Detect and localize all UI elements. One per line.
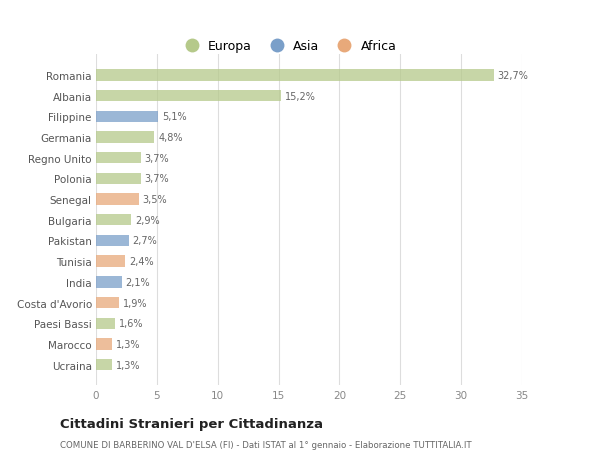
Text: COMUNE DI BARBERINO VAL D'ELSA (FI) - Dati ISTAT al 1° gennaio - Elaborazione TU: COMUNE DI BARBERINO VAL D'ELSA (FI) - Da… <box>60 441 472 449</box>
Bar <box>96 174 141 185</box>
Text: 2,7%: 2,7% <box>133 236 157 246</box>
Bar <box>96 112 158 123</box>
Text: 2,1%: 2,1% <box>125 277 150 287</box>
Text: 1,3%: 1,3% <box>115 339 140 349</box>
Text: 4,8%: 4,8% <box>158 133 182 143</box>
Text: 1,9%: 1,9% <box>123 298 147 308</box>
Bar <box>96 235 129 246</box>
Bar <box>96 91 281 102</box>
Bar <box>96 132 154 143</box>
Bar <box>96 256 125 267</box>
Bar <box>96 297 119 308</box>
Text: 32,7%: 32,7% <box>497 71 529 81</box>
Text: 2,9%: 2,9% <box>135 215 160 225</box>
Bar <box>96 215 131 226</box>
Text: 3,5%: 3,5% <box>142 195 167 205</box>
Bar <box>96 70 494 81</box>
Text: 3,7%: 3,7% <box>145 174 169 184</box>
Bar <box>96 359 112 370</box>
Text: 2,4%: 2,4% <box>129 257 154 267</box>
Legend: Europa, Asia, Africa: Europa, Asia, Africa <box>174 35 401 58</box>
Text: 3,7%: 3,7% <box>145 153 169 163</box>
Text: 15,2%: 15,2% <box>284 91 316 101</box>
Text: 5,1%: 5,1% <box>162 112 187 122</box>
Bar <box>96 277 122 288</box>
Bar <box>96 318 115 329</box>
Text: 1,6%: 1,6% <box>119 319 143 329</box>
Text: 1,3%: 1,3% <box>115 360 140 370</box>
Text: Cittadini Stranieri per Cittadinanza: Cittadini Stranieri per Cittadinanza <box>60 417 323 430</box>
Bar <box>96 194 139 205</box>
Bar <box>96 339 112 350</box>
Bar <box>96 153 141 164</box>
